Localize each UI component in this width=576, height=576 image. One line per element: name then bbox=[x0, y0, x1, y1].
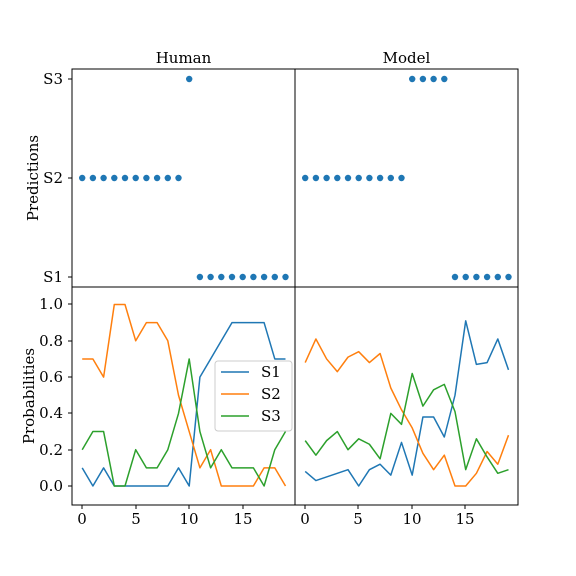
ytick-label-0.0: 0.0 bbox=[39, 477, 63, 495]
human-prediction-point-4 bbox=[122, 175, 128, 181]
human-prediction-point-16 bbox=[250, 274, 256, 280]
human-prediction-point-7 bbox=[154, 175, 160, 181]
xtick-label-right-15: 15 bbox=[455, 510, 474, 528]
model-prediction-point-16 bbox=[473, 274, 479, 280]
human-prediction-point-8 bbox=[165, 175, 171, 181]
xtick-label-left-0: 0 bbox=[77, 510, 87, 528]
model-prediction-point-4 bbox=[345, 175, 351, 181]
human-prediction-point-11 bbox=[197, 274, 203, 280]
model-prediction-point-17 bbox=[484, 274, 490, 280]
model-prediction-point-15 bbox=[463, 274, 469, 280]
xtick-label-right-5: 5 bbox=[353, 510, 363, 528]
title-model: Model bbox=[383, 49, 431, 67]
human-prediction-point-14 bbox=[229, 274, 235, 280]
legend-label-s3: S3 bbox=[261, 407, 281, 425]
legend-label-s2: S2 bbox=[261, 385, 281, 403]
model-prediction-point-14 bbox=[452, 274, 458, 280]
human-prediction-point-9 bbox=[175, 175, 181, 181]
human-prediction-point-0 bbox=[79, 175, 85, 181]
ytick-label-s2: S2 bbox=[43, 169, 63, 187]
human-prediction-point-15 bbox=[240, 274, 246, 280]
model-prediction-point-8 bbox=[388, 175, 394, 181]
human-prediction-point-10 bbox=[186, 76, 192, 82]
model-prediction-point-12 bbox=[430, 76, 436, 82]
ytick-label-1.0: 1.0 bbox=[39, 295, 63, 313]
legend: S1 S2 S3 bbox=[215, 361, 292, 431]
model-prediction-point-0 bbox=[302, 175, 308, 181]
human-prediction-point-17 bbox=[261, 274, 267, 280]
human-prediction-point-3 bbox=[111, 175, 117, 181]
human-prediction-point-6 bbox=[143, 175, 149, 181]
ytick-label-0.6: 0.6 bbox=[39, 368, 63, 386]
model-prediction-point-9 bbox=[398, 175, 404, 181]
ytick-label-0.4: 0.4 bbox=[39, 404, 63, 422]
model-prediction-point-7 bbox=[377, 175, 383, 181]
model-prediction-point-2 bbox=[323, 175, 329, 181]
xtick-label-right-0: 0 bbox=[300, 510, 310, 528]
model-prediction-point-11 bbox=[420, 76, 426, 82]
model-prediction-point-5 bbox=[356, 175, 362, 181]
model-prediction-point-1 bbox=[313, 175, 319, 181]
xtick-label-right-10: 10 bbox=[402, 510, 421, 528]
title-human: Human bbox=[156, 49, 212, 67]
legend-label-s1: S1 bbox=[261, 363, 281, 381]
human-prediction-point-18 bbox=[272, 274, 278, 280]
ytick-label-0.2: 0.2 bbox=[39, 441, 63, 459]
human-prediction-point-13 bbox=[218, 274, 224, 280]
ylabel-predictions: Predictions bbox=[24, 135, 42, 221]
ytick-label-s1: S1 bbox=[43, 268, 63, 286]
ytick-label-0.8: 0.8 bbox=[39, 332, 63, 350]
human-prediction-point-1 bbox=[90, 175, 96, 181]
ylabel-probabilities: Probabilities bbox=[20, 348, 38, 444]
model-prediction-point-10 bbox=[409, 76, 415, 82]
ytick-label-s3: S3 bbox=[43, 70, 63, 88]
model-prediction-point-19 bbox=[505, 274, 511, 280]
model-prediction-point-6 bbox=[366, 175, 372, 181]
human-prediction-point-2 bbox=[100, 175, 106, 181]
panel-bottom-right-background bbox=[295, 287, 518, 505]
xtick-label-left-15: 15 bbox=[233, 510, 252, 528]
model-prediction-point-13 bbox=[441, 76, 447, 82]
model-prediction-point-18 bbox=[495, 274, 501, 280]
human-prediction-point-19 bbox=[282, 274, 288, 280]
xtick-label-left-5: 5 bbox=[131, 510, 141, 528]
xtick-label-left-10: 10 bbox=[179, 510, 198, 528]
model-prediction-point-3 bbox=[334, 175, 340, 181]
human-prediction-point-12 bbox=[207, 274, 213, 280]
human-prediction-point-5 bbox=[133, 175, 139, 181]
